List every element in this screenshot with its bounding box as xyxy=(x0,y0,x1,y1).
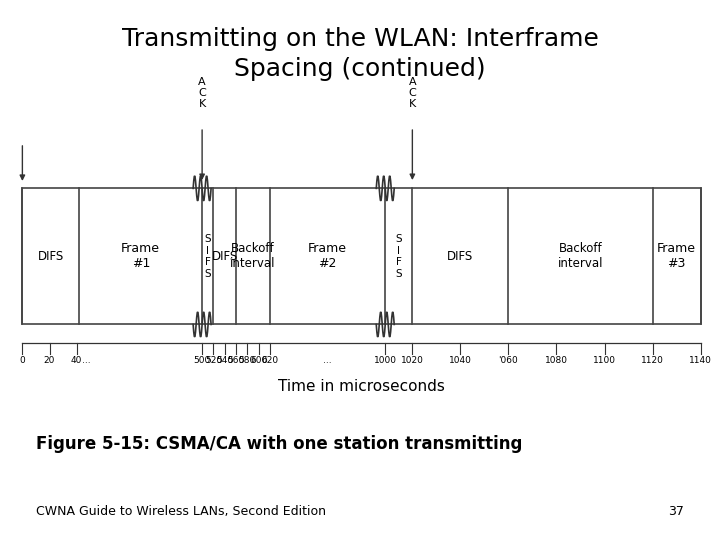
Text: 520: 520 xyxy=(205,356,222,365)
Text: S
I
F
S: S I F S xyxy=(204,234,211,279)
Text: ...: ... xyxy=(323,356,332,365)
Text: 20: 20 xyxy=(44,356,55,365)
Text: 500: 500 xyxy=(194,356,211,365)
Bar xyxy=(22,188,701,325)
Text: 1140: 1140 xyxy=(689,356,712,365)
Text: 1020: 1020 xyxy=(401,356,424,365)
Text: 580: 580 xyxy=(239,356,256,365)
Text: 600: 600 xyxy=(250,356,267,365)
Text: Frame
#1: Frame #1 xyxy=(121,242,161,271)
Text: DIFS: DIFS xyxy=(37,250,64,263)
Text: '060: '060 xyxy=(498,356,518,365)
Text: DIFS: DIFS xyxy=(212,250,238,263)
Text: 1040: 1040 xyxy=(449,356,472,365)
Text: 1120: 1120 xyxy=(641,356,664,365)
Text: S
I
F
S: S I F S xyxy=(395,234,402,279)
Text: A
C
K: A C K xyxy=(198,77,206,109)
Text: 0: 0 xyxy=(19,356,25,365)
Text: 1000: 1000 xyxy=(374,356,397,365)
Text: DIFS: DIFS xyxy=(447,250,474,263)
Text: 1100: 1100 xyxy=(593,356,616,365)
Text: A
C
K: A C K xyxy=(408,77,416,109)
Text: 40: 40 xyxy=(71,356,82,365)
Text: Time in microseconds: Time in microseconds xyxy=(278,379,445,394)
Text: 560: 560 xyxy=(228,356,245,365)
Text: Frame
#2: Frame #2 xyxy=(308,242,347,271)
Text: 620: 620 xyxy=(261,356,279,365)
Text: Backoff
interval: Backoff interval xyxy=(230,242,276,271)
Text: ...: ... xyxy=(82,356,91,365)
Text: 1080: 1080 xyxy=(545,356,568,365)
Text: Transmitting on the WLAN: Interframe
Spacing (continued): Transmitting on the WLAN: Interframe Spa… xyxy=(122,27,598,80)
Text: Backoff
interval: Backoff interval xyxy=(558,242,603,271)
Text: 540: 540 xyxy=(216,356,233,365)
Text: 37: 37 xyxy=(668,505,684,518)
Text: Frame
#3: Frame #3 xyxy=(657,242,696,271)
Text: CWNA Guide to Wireless LANs, Second Edition: CWNA Guide to Wireless LANs, Second Edit… xyxy=(36,505,326,518)
Text: Figure 5-15: CSMA/CA with one station transmitting: Figure 5-15: CSMA/CA with one station tr… xyxy=(36,435,523,453)
